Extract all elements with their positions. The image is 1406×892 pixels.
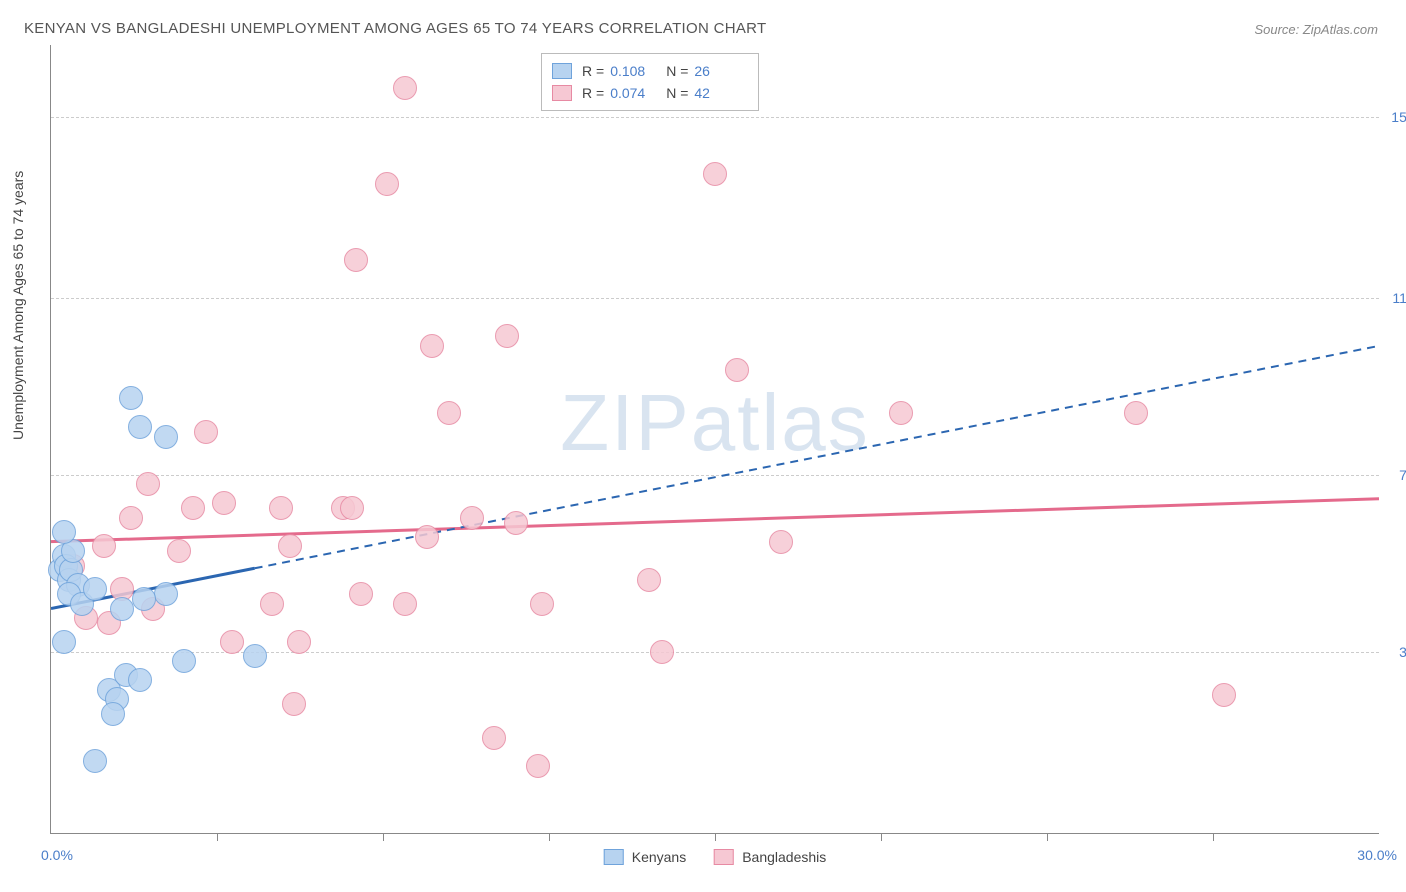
n-value-bangladeshis: 42 [694, 85, 744, 101]
legend-swatch-bangladeshis [714, 849, 734, 865]
x-tick [1047, 833, 1048, 841]
scatter-point-bangladeshis [1124, 401, 1148, 425]
y-tick-label: 7.5% [1399, 467, 1406, 483]
r-value-bangladeshis: 0.074 [610, 85, 660, 101]
scatter-point-kenyans [83, 749, 107, 773]
bottom-legend: Kenyans Bangladeshis [604, 849, 827, 865]
chart-title: KENYAN VS BANGLADESHI UNEMPLOYMENT AMONG… [24, 20, 767, 37]
y-tick-label: 3.8% [1399, 644, 1406, 660]
scatter-point-kenyans [110, 597, 134, 621]
stats-row-bangladeshis: R = 0.074 N = 42 [552, 82, 744, 104]
scatter-point-bangladeshis [92, 534, 116, 558]
scatter-point-bangladeshis [181, 496, 205, 520]
gridline [51, 117, 1379, 118]
scatter-point-bangladeshis [212, 491, 236, 515]
scatter-point-bangladeshis [530, 592, 554, 616]
scatter-point-kenyans [243, 644, 267, 668]
stats-legend: R = 0.108 N = 26 R = 0.074 N = 42 [541, 53, 759, 111]
scatter-point-bangladeshis [460, 506, 484, 530]
source-name: ZipAtlas.com [1303, 22, 1378, 37]
watermark-zip: ZIP [560, 378, 690, 467]
scatter-point-bangladeshis [375, 172, 399, 196]
scatter-point-bangladeshis [119, 506, 143, 530]
scatter-point-bangladeshis [1212, 683, 1236, 707]
scatter-point-kenyans [119, 386, 143, 410]
x-tick [217, 833, 218, 841]
x-tick [383, 833, 384, 841]
scatter-point-bangladeshis [504, 511, 528, 535]
y-axis-label: Unemployment Among Ages 65 to 74 years [10, 171, 26, 440]
scatter-point-bangladeshis [482, 726, 506, 750]
scatter-point-kenyans [101, 702, 125, 726]
x-tick [549, 833, 550, 841]
scatter-point-bangladeshis [136, 472, 160, 496]
scatter-point-bangladeshis [725, 358, 749, 382]
x-tick [881, 833, 882, 841]
scatter-point-bangladeshis [194, 420, 218, 444]
scatter-point-bangladeshis [393, 76, 417, 100]
scatter-point-kenyans [132, 587, 156, 611]
scatter-point-bangladeshis [287, 630, 311, 654]
source-prefix: Source: [1254, 22, 1302, 37]
legend-item-bangladeshis: Bangladeshis [714, 849, 826, 865]
n-value-kenyans: 26 [694, 63, 744, 79]
scatter-point-bangladeshis [420, 334, 444, 358]
source-attribution: Source: ZipAtlas.com [1254, 22, 1378, 37]
gridline [51, 298, 1379, 299]
scatter-point-bangladeshis [650, 640, 674, 664]
scatter-point-kenyans [154, 425, 178, 449]
scatter-point-bangladeshis [495, 324, 519, 348]
r-label: R = [582, 63, 604, 79]
watermark: ZIPatlas [560, 377, 869, 469]
scatter-point-bangladeshis [769, 530, 793, 554]
stats-swatch-kenyans [552, 63, 572, 79]
scatter-point-kenyans [128, 415, 152, 439]
n-label: N = [666, 63, 688, 79]
y-tick-label: 11.2% [1392, 290, 1406, 306]
scatter-point-bangladeshis [437, 401, 461, 425]
watermark-atlas: atlas [691, 378, 870, 467]
legend-swatch-kenyans [604, 849, 624, 865]
scatter-point-bangladeshis [278, 534, 302, 558]
scatter-point-bangladeshis [526, 754, 550, 778]
gridline [51, 475, 1379, 476]
n-label: N = [666, 85, 688, 101]
plot-area: ZIPatlas 3.8%7.5%11.2%15.0% R = 0.108 N … [50, 45, 1379, 834]
scatter-point-kenyans [52, 630, 76, 654]
scatter-point-bangladeshis [637, 568, 661, 592]
scatter-point-bangladeshis [889, 401, 913, 425]
legend-label-bangladeshis: Bangladeshis [742, 849, 826, 865]
scatter-point-bangladeshis [260, 592, 284, 616]
scatter-point-bangladeshis [340, 496, 364, 520]
r-value-kenyans: 0.108 [610, 63, 660, 79]
scatter-point-bangladeshis [344, 248, 368, 272]
legend-label-kenyans: Kenyans [632, 849, 686, 865]
scatter-point-bangladeshis [167, 539, 191, 563]
scatter-point-bangladeshis [269, 496, 293, 520]
stats-row-kenyans: R = 0.108 N = 26 [552, 60, 744, 82]
legend-item-kenyans: Kenyans [604, 849, 686, 865]
stats-swatch-bangladeshis [552, 85, 572, 101]
scatter-point-bangladeshis [415, 525, 439, 549]
scatter-point-kenyans [83, 577, 107, 601]
x-axis-min-label: 0.0% [41, 847, 73, 863]
scatter-point-kenyans [154, 582, 178, 606]
scatter-point-bangladeshis [703, 162, 727, 186]
scatter-point-bangladeshis [220, 630, 244, 654]
scatter-point-kenyans [52, 520, 76, 544]
scatter-point-kenyans [128, 668, 152, 692]
scatter-point-bangladeshis [282, 692, 306, 716]
x-tick [1213, 833, 1214, 841]
scatter-point-kenyans [172, 649, 196, 673]
scatter-point-bangladeshis [349, 582, 373, 606]
y-tick-label: 15.0% [1391, 109, 1406, 125]
r-label: R = [582, 85, 604, 101]
scatter-point-bangladeshis [393, 592, 417, 616]
x-tick [715, 833, 716, 841]
x-axis-max-label: 30.0% [1357, 847, 1397, 863]
